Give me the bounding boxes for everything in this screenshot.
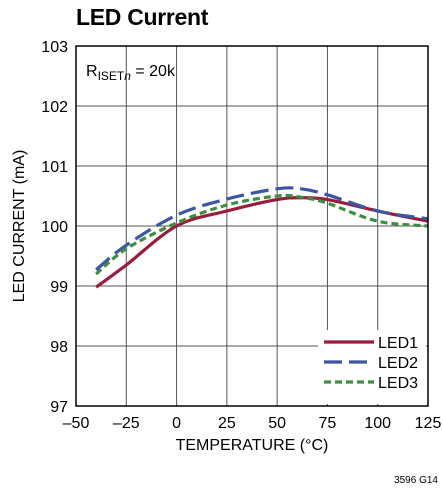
legend: LED1 LED2 LED3	[318, 330, 426, 404]
annotation: RISETn = 20k	[86, 63, 176, 83]
y-tick-label: 99	[50, 279, 68, 296]
x-tick-label: –25	[113, 415, 140, 432]
y-tick-label: 103	[41, 39, 68, 56]
y-tick-label: 98	[50, 339, 68, 356]
annotation-subscript-italic: n	[124, 69, 131, 83]
annotation-main: R	[86, 63, 98, 80]
x-tick-label: 0	[172, 415, 181, 432]
series-line-led3	[95, 193, 429, 276]
y-tick-label: 97	[50, 399, 68, 416]
x-tick-label: 125	[415, 415, 442, 432]
y-tick-label: 100	[41, 219, 68, 236]
series-line-led2	[95, 186, 429, 272]
figure-id: 3596 G14	[394, 475, 438, 486]
x-tick-label: 25	[218, 415, 236, 432]
legend-label-led3: LED3	[378, 375, 418, 392]
y-tick-label: 101	[41, 159, 68, 176]
legend-label-led2: LED2	[378, 355, 418, 372]
x-tick-label: 50	[268, 415, 286, 432]
annotation-value: = 20k	[131, 63, 176, 80]
series-lines	[95, 186, 429, 289]
annotation-subscript: ISET	[98, 69, 125, 83]
x-tick-label: –50	[63, 415, 90, 432]
x-tick-label: 100	[364, 415, 391, 432]
y-axis-label: LED CURRENT (mA)	[11, 150, 28, 303]
x-tick-label: 75	[319, 415, 337, 432]
legend-label-led1: LED1	[378, 335, 418, 352]
tick-labels: –50 –25 0 25 50 75 100 125 97 98 99 100 101 102 103	[41, 39, 441, 432]
x-axis-label: TEMPERATURE (°C)	[176, 437, 329, 454]
plot-frame	[75, 45, 429, 407]
chart-title: LED Current	[76, 4, 209, 30]
y-tick-label: 102	[41, 99, 68, 116]
